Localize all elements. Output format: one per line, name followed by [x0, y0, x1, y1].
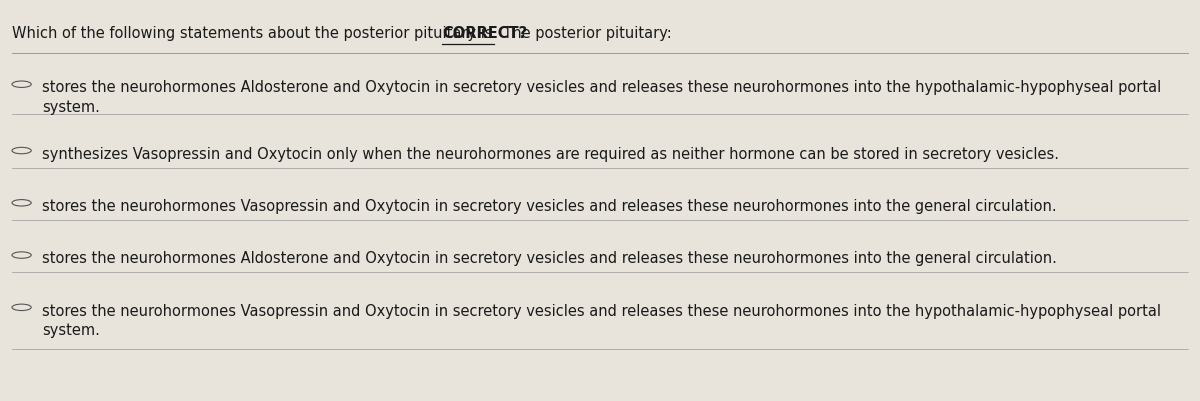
- Text: synthesizes Vasopressin and Oxytocin only when the neurohormones are required as: synthesizes Vasopressin and Oxytocin onl…: [42, 146, 1060, 161]
- Text: The posterior pituitary:: The posterior pituitary:: [493, 26, 671, 41]
- Text: stores the neurohormones Vasopressin and Oxytocin in secretory vesicles and rele: stores the neurohormones Vasopressin and…: [42, 198, 1057, 213]
- Text: Which of the following statements about the posterior pituitary is: Which of the following statements about …: [12, 26, 497, 41]
- Text: stores the neurohormones Aldosterone and Oxytocin in secretory vesicles and rele: stores the neurohormones Aldosterone and…: [42, 80, 1162, 115]
- Text: CORRECT?: CORRECT?: [442, 26, 527, 41]
- Text: stores the neurohormones Aldosterone and Oxytocin in secretory vesicles and rele: stores the neurohormones Aldosterone and…: [42, 251, 1057, 265]
- Text: stores the neurohormones Vasopressin and Oxytocin in secretory vesicles and rele: stores the neurohormones Vasopressin and…: [42, 303, 1162, 338]
